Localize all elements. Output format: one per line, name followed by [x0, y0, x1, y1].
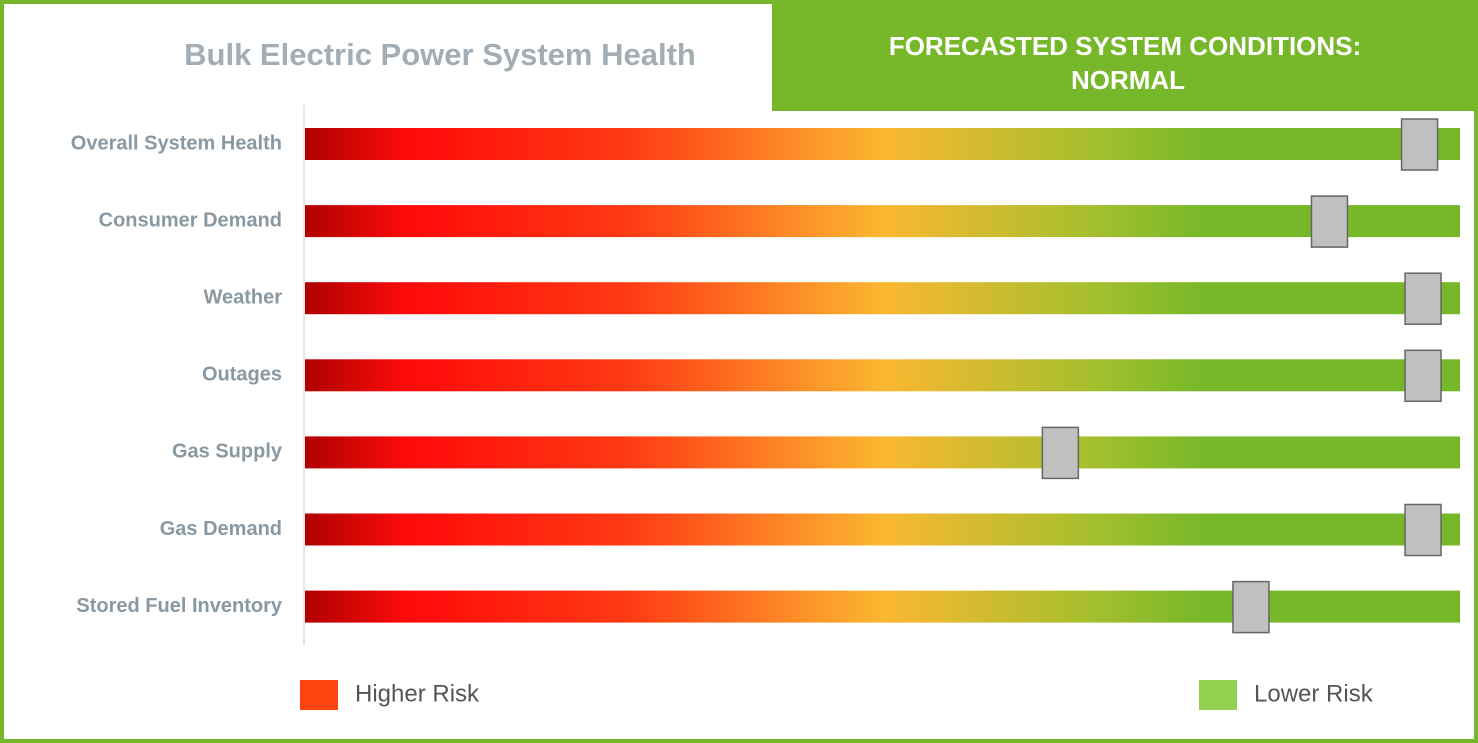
risk-bar [305, 359, 1460, 392]
status-heading: FORECASTED SYSTEM CONDITIONS: [889, 31, 1361, 61]
row-label: Outages [202, 364, 282, 386]
rows: Overall System Health Consumer Demand Weat… [71, 118, 1460, 634]
legend-label: Higher Risk [355, 680, 480, 707]
risk-bar [305, 513, 1460, 546]
legend-swatch [300, 680, 338, 710]
legend-label: Lower Risk [1254, 680, 1374, 707]
row-label: Weather [203, 286, 282, 308]
risk-bar [305, 590, 1460, 623]
marker [1041, 426, 1080, 480]
marker [1310, 195, 1349, 248]
risk-bar [305, 205, 1460, 238]
status-banner [772, 0, 1478, 111]
marker [1232, 580, 1270, 634]
row-label: Gas Demand [160, 518, 282, 540]
title: Bulk Electric Power System Health [184, 37, 696, 72]
legend: Higher Risk Lower Risk [300, 680, 1374, 710]
marker [1404, 503, 1442, 557]
risk-bar [305, 128, 1460, 160]
row-label: Overall System Health [71, 132, 282, 154]
row-label: Consumer Demand [99, 209, 282, 231]
risk-bar [305, 436, 1460, 469]
row-label: Stored Fuel Inventory [76, 595, 282, 617]
status-value: NORMAL [1071, 65, 1185, 95]
legend-swatch [1199, 680, 1237, 710]
marker [1400, 118, 1439, 171]
risk-bar [305, 282, 1460, 315]
marker [1404, 349, 1442, 403]
marker [1404, 272, 1442, 325]
row-label: Gas Supply [172, 441, 283, 463]
